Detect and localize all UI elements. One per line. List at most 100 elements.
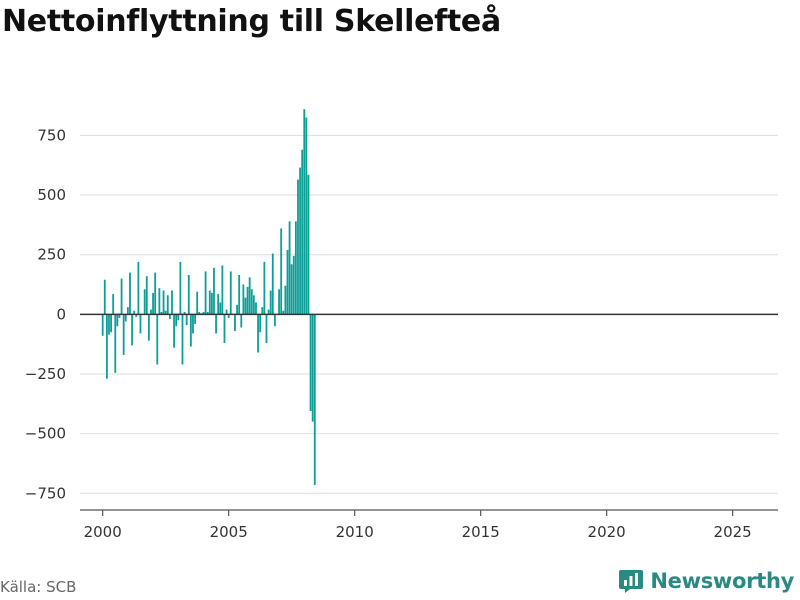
bar <box>273 314 276 327</box>
y-tick-label: 750 <box>37 126 66 144</box>
x-tick-label: 2010 <box>336 523 374 541</box>
bar <box>177 314 180 321</box>
brand-logo: Newsworthy <box>618 568 794 594</box>
bar <box>282 310 285 315</box>
bar <box>305 117 308 315</box>
bar <box>147 314 150 341</box>
bar <box>160 311 163 315</box>
bar <box>244 297 247 315</box>
bar <box>150 309 152 315</box>
bar <box>236 304 238 315</box>
bar <box>234 314 236 332</box>
bar <box>181 314 184 365</box>
bar <box>286 249 289 315</box>
bar <box>278 289 280 315</box>
bar <box>257 314 259 353</box>
bar <box>288 221 291 315</box>
bar <box>204 271 207 315</box>
bar <box>225 309 228 315</box>
bar <box>122 314 125 355</box>
bar <box>311 314 314 422</box>
bar <box>217 294 220 315</box>
bar <box>101 314 104 336</box>
bar <box>198 311 201 315</box>
bar <box>210 292 213 315</box>
bar <box>246 286 249 315</box>
bar <box>175 314 178 327</box>
bar <box>152 292 154 315</box>
bar <box>154 272 157 315</box>
bar <box>194 314 196 324</box>
y-tick-label: −250 <box>25 365 66 383</box>
bar <box>105 314 108 379</box>
bar <box>124 314 127 322</box>
newsworthy-logo-icon <box>619 570 644 593</box>
bar <box>164 310 167 315</box>
bar <box>265 314 268 343</box>
x-axis: 2000 2005 2010 2015 2020 2025 <box>80 509 778 541</box>
bar <box>120 278 123 315</box>
x-tick-label: 2015 <box>462 523 500 541</box>
gridlines <box>80 134 778 494</box>
bar <box>229 271 232 315</box>
bar <box>309 314 312 411</box>
bar <box>215 314 217 334</box>
bar <box>267 309 270 315</box>
bar <box>116 314 119 327</box>
bar <box>129 272 131 315</box>
bar <box>171 290 173 315</box>
bar <box>118 314 121 318</box>
bar <box>223 314 226 343</box>
bar <box>187 274 190 315</box>
bar <box>307 174 310 315</box>
bar <box>185 314 188 326</box>
bar <box>208 290 211 315</box>
x-tick-label: 2020 <box>588 523 626 541</box>
bar <box>112 294 115 315</box>
bar <box>313 314 316 485</box>
bar <box>255 302 257 315</box>
bar <box>192 314 194 334</box>
bar <box>292 255 295 315</box>
y-axis-ticks: −750 −500 −250 0 250 500 750 <box>25 126 66 502</box>
bar <box>108 314 110 335</box>
bar <box>297 179 299 315</box>
bar <box>143 289 146 315</box>
bar <box>219 302 222 315</box>
bar <box>179 261 182 315</box>
bars <box>101 109 316 485</box>
bar <box>271 253 274 315</box>
bar <box>156 314 159 365</box>
bar <box>259 314 262 333</box>
source-label: Källa: SCB <box>0 578 77 596</box>
y-tick-label: 250 <box>37 246 66 264</box>
bar <box>303 109 306 315</box>
bar <box>202 311 205 315</box>
bar <box>213 267 215 315</box>
bar <box>238 274 241 315</box>
bar <box>158 288 161 315</box>
y-tick-label: 0 <box>56 305 66 323</box>
bar <box>166 295 169 315</box>
bar <box>261 307 264 315</box>
bar <box>131 314 133 346</box>
x-tick-label: 2005 <box>210 523 248 541</box>
bar <box>114 314 117 373</box>
bar <box>126 307 129 315</box>
bar <box>133 310 136 315</box>
bar <box>206 311 209 315</box>
bar <box>301 149 304 315</box>
bar <box>168 314 171 320</box>
brand-name: Newsworthy <box>650 569 794 593</box>
bar <box>263 261 266 315</box>
bar <box>145 276 148 315</box>
bar <box>299 167 301 315</box>
bar <box>196 291 199 315</box>
bar <box>135 314 138 317</box>
bar <box>162 290 165 315</box>
bar <box>221 265 224 315</box>
bar <box>242 284 245 315</box>
bar <box>139 314 142 334</box>
bar <box>137 261 140 315</box>
